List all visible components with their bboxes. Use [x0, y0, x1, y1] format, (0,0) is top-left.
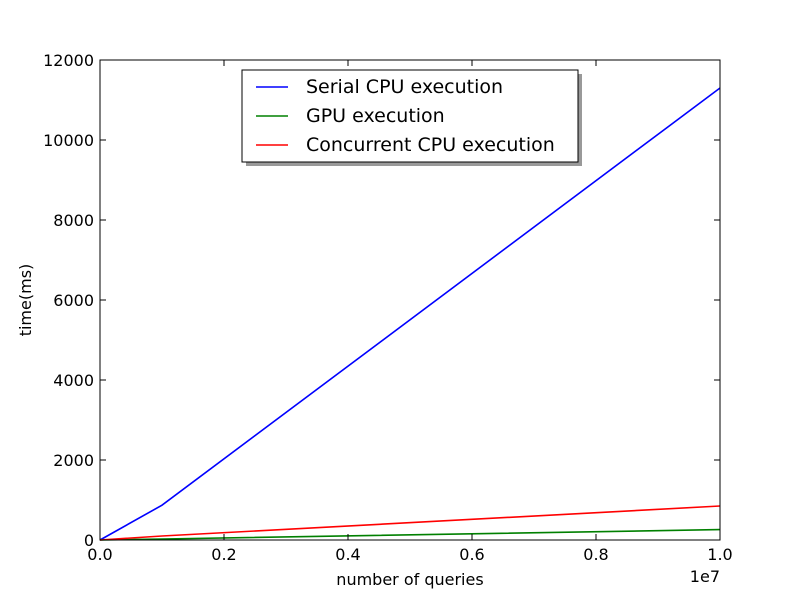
x-tick-label: 1.0 [707, 545, 732, 564]
x-tick-label: 0.0 [87, 545, 112, 564]
y-tick-label: 6000 [53, 291, 94, 310]
y-tick-label: 4000 [53, 371, 94, 390]
legend-label-0: Serial CPU execution [306, 76, 503, 98]
legend-label-2: Concurrent CPU execution [306, 134, 555, 156]
x-axis-label: number of queries [336, 570, 483, 589]
x-tick-label: 0.6 [459, 545, 484, 564]
x-offset-label: 1e7 [690, 567, 720, 586]
x-tick-label: 0.2 [211, 545, 236, 564]
series-line-0 [99, 87, 721, 541]
y-tick-label: 10000 [43, 131, 94, 150]
ticks-layer: 0.0 0.2 0.4 0.6 0.8 1.0 0 2000 4000 6000 8000 10000… [43, 51, 733, 564]
series-line-2 [99, 505, 721, 541]
y-tick-label: 2000 [53, 451, 94, 470]
y-tick-label: 12000 [43, 51, 94, 70]
legend: Serial CPU execution GPU execution Concurr… [241, 69, 582, 166]
y-tick-label: 0 [84, 531, 94, 550]
legend-items: Serial CPU execution GPU execution Concurr… [256, 76, 555, 156]
y-tick-label: 8000 [53, 211, 94, 230]
x-tick-label: 0.4 [335, 545, 360, 564]
legend-label-1: GPU execution [306, 105, 445, 127]
y-axis-label: time(ms) [16, 264, 35, 337]
legend-box [241, 69, 579, 163]
x-tick-label: 0.8 [583, 545, 608, 564]
